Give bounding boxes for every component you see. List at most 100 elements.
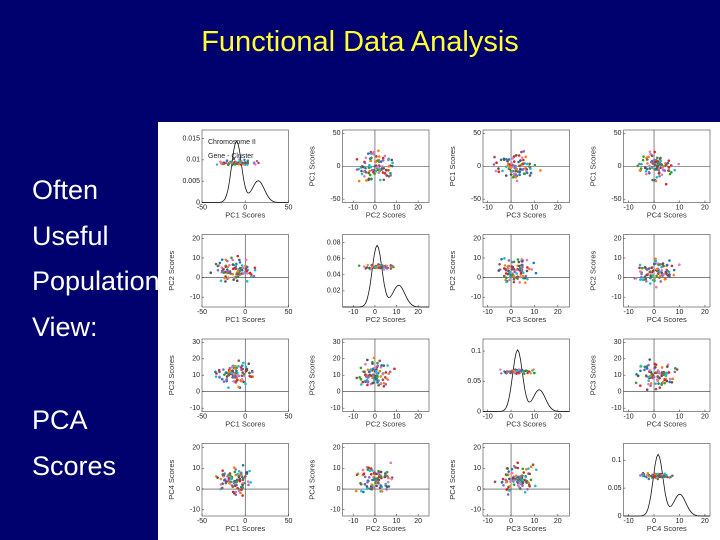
- scatter-dot: [512, 160, 516, 163]
- scatter-dot: [645, 367, 649, 370]
- scatter-dot: [653, 362, 657, 366]
- y-tick-label: 10: [192, 255, 200, 262]
- scatter-dot: [366, 468, 370, 471]
- scatter-dot: [237, 364, 240, 368]
- scatter-dot: [381, 156, 385, 160]
- scatter-dot: [644, 170, 648, 173]
- density-dot: [230, 160, 233, 163]
- x-tick-label: 10: [531, 413, 539, 420]
- scatter-dot: [355, 168, 359, 171]
- scatter-dot: [518, 170, 521, 174]
- scatter-dot: [233, 492, 236, 495]
- scatter-dot: [529, 478, 533, 482]
- scatter-dot: [505, 280, 508, 284]
- scatter-dot: [233, 482, 236, 485]
- scatter-dot: [668, 377, 672, 381]
- scatter-dot: [375, 484, 378, 488]
- scatter-dot: [391, 161, 394, 165]
- legend-label: Chromosome II: [208, 139, 256, 146]
- scatter-dot: [648, 150, 652, 154]
- y-tick-label: -10: [330, 507, 340, 514]
- scatter-dot: [533, 163, 537, 167]
- scatter-dot: [227, 386, 230, 389]
- scatter-dot: [365, 485, 369, 488]
- scatter-dot: [505, 473, 508, 477]
- density-dot: [220, 162, 223, 165]
- y-tick-label: 20: [192, 444, 200, 451]
- scatter-dot: [529, 171, 533, 175]
- density-dot: [362, 265, 366, 268]
- density-dot: [641, 472, 644, 476]
- scatter-dot: [232, 372, 236, 376]
- scatter-dot: [241, 494, 244, 497]
- scatter-dot: [232, 278, 235, 281]
- scatter-dot: [239, 474, 243, 477]
- scatter-dot: [523, 172, 526, 176]
- x-tick-label: -10: [624, 413, 634, 420]
- scatter-dot: [651, 178, 654, 182]
- scatter-dot: [649, 384, 652, 388]
- x-tick-label: -10: [483, 518, 493, 525]
- scatter-dot: [222, 368, 225, 371]
- scatter-dot: [514, 173, 518, 176]
- scatter-dot: [231, 267, 235, 271]
- scatter-dot: [660, 374, 663, 378]
- scatter-dot: [236, 275, 240, 278]
- panel: -10 0 10 20 -50 0 50 PC4 Scores PC1 Scores: [588, 129, 711, 219]
- scatter-dot: [216, 476, 219, 479]
- y-tick-label: 10: [473, 465, 481, 472]
- density-curve: [342, 244, 429, 308]
- y-tick-label: -50: [611, 196, 621, 203]
- x-tick-label: 10: [531, 518, 539, 525]
- scatter-dot: [228, 263, 231, 267]
- scatter-dot: [647, 379, 650, 382]
- scatter-dot: [642, 155, 645, 158]
- scatter-dot: [531, 463, 535, 467]
- x-tick-label: -10: [483, 309, 493, 316]
- scatter-dot: [664, 270, 668, 274]
- density-dot: [232, 157, 236, 161]
- y-tick-label: 0: [337, 389, 341, 396]
- scatter-dot: [233, 263, 237, 267]
- y-tick-label: 0: [618, 513, 622, 520]
- plot-frame: [482, 338, 570, 412]
- scatter-dot: [366, 480, 369, 484]
- scatter-dot: [503, 264, 507, 267]
- scatter-dot: [363, 175, 366, 178]
- scatter-dot: [513, 164, 516, 168]
- scatter-dot: [366, 358, 369, 362]
- scatter-dot: [237, 359, 241, 362]
- scatter-dot: [518, 481, 522, 485]
- scatter-dot: [377, 475, 381, 479]
- scatter-dot: [516, 277, 519, 280]
- y-tick-label: 50: [614, 130, 622, 137]
- density-dot: [524, 369, 527, 373]
- density-dot: [656, 472, 659, 476]
- scatter-dot: [364, 170, 368, 174]
- scatter-dot: [364, 156, 368, 160]
- scatter-dot: [506, 493, 510, 496]
- density-dot: [647, 477, 650, 481]
- x-tick-label: -50: [197, 204, 207, 211]
- scatter-dot: [376, 168, 379, 172]
- x-tick-label: 50: [285, 204, 293, 211]
- y-tick-label: 0.08: [327, 239, 341, 246]
- scatter-dot: [378, 178, 382, 182]
- scatter-dot: [649, 160, 653, 164]
- y-axis-label: PC2 Scores: [588, 250, 597, 290]
- scatter-dot: [501, 477, 505, 481]
- scatter-dot: [231, 258, 235, 262]
- plot-frame: [482, 443, 570, 517]
- x-axis-label: PC2 Scores: [366, 315, 406, 324]
- bullet-line: Useful: [32, 220, 109, 251]
- scatter-dot: [367, 376, 370, 379]
- scatter-dot: [525, 171, 529, 175]
- scatter-dot: [525, 258, 529, 262]
- scatter-dot: [521, 481, 525, 484]
- scatter-dot: [379, 382, 383, 385]
- x-tick-label: 0: [652, 309, 656, 316]
- x-axis-label: PC1 Scores: [225, 524, 265, 533]
- scatter-dot: [663, 169, 667, 172]
- x-tick-label: 0: [243, 204, 247, 211]
- x-tick-label: 20: [701, 518, 709, 525]
